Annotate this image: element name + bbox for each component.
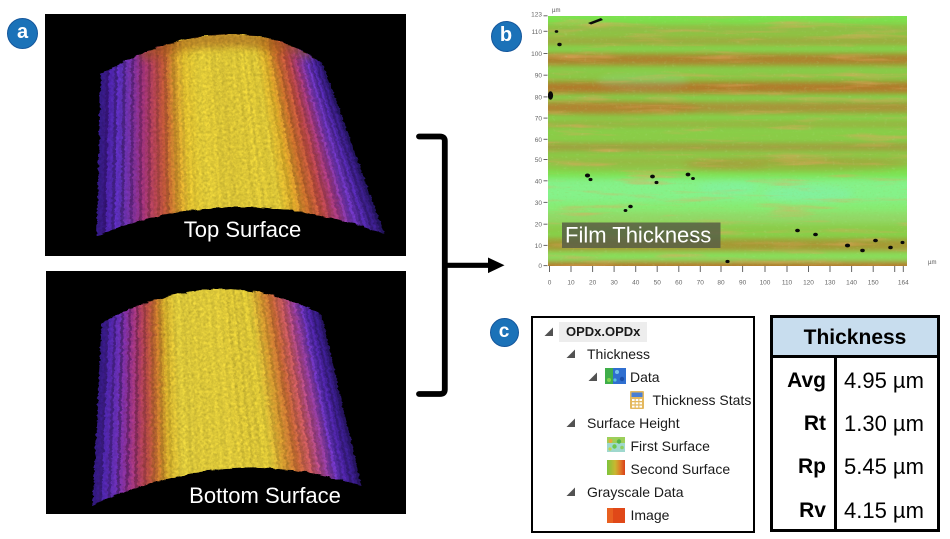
- svg-text:60: 60: [675, 280, 683, 287]
- svg-text:150: 150: [868, 280, 879, 287]
- svg-text:20: 20: [589, 280, 597, 287]
- svg-text:60: 60: [535, 137, 543, 144]
- svg-text:Top Surface: Top Surface: [184, 217, 301, 242]
- svg-text:110: 110: [782, 280, 793, 287]
- svg-text:0: 0: [538, 263, 542, 270]
- svg-text:80: 80: [535, 94, 543, 101]
- svg-text:100: 100: [760, 280, 771, 287]
- svg-text:50: 50: [654, 280, 662, 287]
- svg-text:50: 50: [535, 157, 543, 164]
- svg-text:70: 70: [697, 280, 705, 287]
- svg-text:40: 40: [535, 178, 543, 185]
- svg-text:140: 140: [846, 280, 857, 287]
- svg-text:130: 130: [825, 280, 836, 287]
- svg-text:0: 0: [548, 280, 552, 287]
- svg-text:µm: µm: [552, 8, 560, 14]
- svg-text:40: 40: [632, 280, 640, 287]
- svg-text:Film Thickness: Film Thickness: [565, 222, 711, 247]
- svg-text:30: 30: [535, 200, 543, 207]
- svg-text:10: 10: [535, 243, 543, 250]
- svg-text:120: 120: [803, 280, 814, 287]
- svg-text:164: 164: [898, 280, 909, 287]
- svg-text:90: 90: [739, 280, 747, 287]
- svg-text:30: 30: [610, 280, 618, 287]
- svg-text:90: 90: [535, 73, 543, 80]
- svg-text:20: 20: [535, 222, 543, 229]
- svg-text:10: 10: [567, 280, 575, 287]
- svg-text:110: 110: [532, 29, 543, 36]
- svg-text:100: 100: [531, 51, 542, 58]
- svg-text:123: 123: [531, 12, 542, 19]
- svg-text:80: 80: [717, 280, 725, 287]
- svg-text:µm: µm: [928, 260, 936, 266]
- svg-text:Bottom Surface: Bottom Surface: [189, 483, 341, 508]
- svg-text:70: 70: [535, 116, 543, 123]
